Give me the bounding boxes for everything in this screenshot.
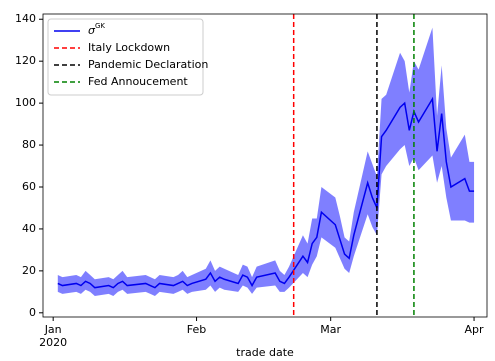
legend-box [47, 18, 204, 96]
legend-label-sup: GK [95, 22, 105, 30]
y-tick-label: 80 [22, 138, 36, 151]
legend-label: Pandemic Declaration [88, 58, 208, 71]
plot-frame [42, 13, 488, 318]
x-tick-label: Mar [320, 323, 341, 336]
x-year-label: 2020 [39, 336, 67, 349]
y-tick-label: 140 [15, 12, 36, 25]
y-tick-label: 20 [22, 264, 36, 277]
x-tick-label: Jan [44, 323, 62, 336]
y-tick-label: 120 [15, 54, 36, 67]
x-tick-label: Feb [187, 323, 206, 336]
legend-label: Italy Lockdown [88, 41, 170, 54]
legend-label: σGK [88, 22, 105, 37]
y-tick-label: 60 [22, 180, 36, 193]
legend-label: Fed Annoucement [88, 75, 188, 88]
y-tick-label: 100 [15, 96, 36, 109]
x-tick-label: Apr [465, 323, 485, 336]
x-axis-label: trade date [236, 346, 294, 359]
line [57, 96, 475, 289]
y-tick-label: 0 [29, 306, 36, 319]
legend-label-main: σ [88, 24, 96, 37]
y-tick-label: 40 [22, 222, 36, 235]
band [57, 27, 475, 297]
